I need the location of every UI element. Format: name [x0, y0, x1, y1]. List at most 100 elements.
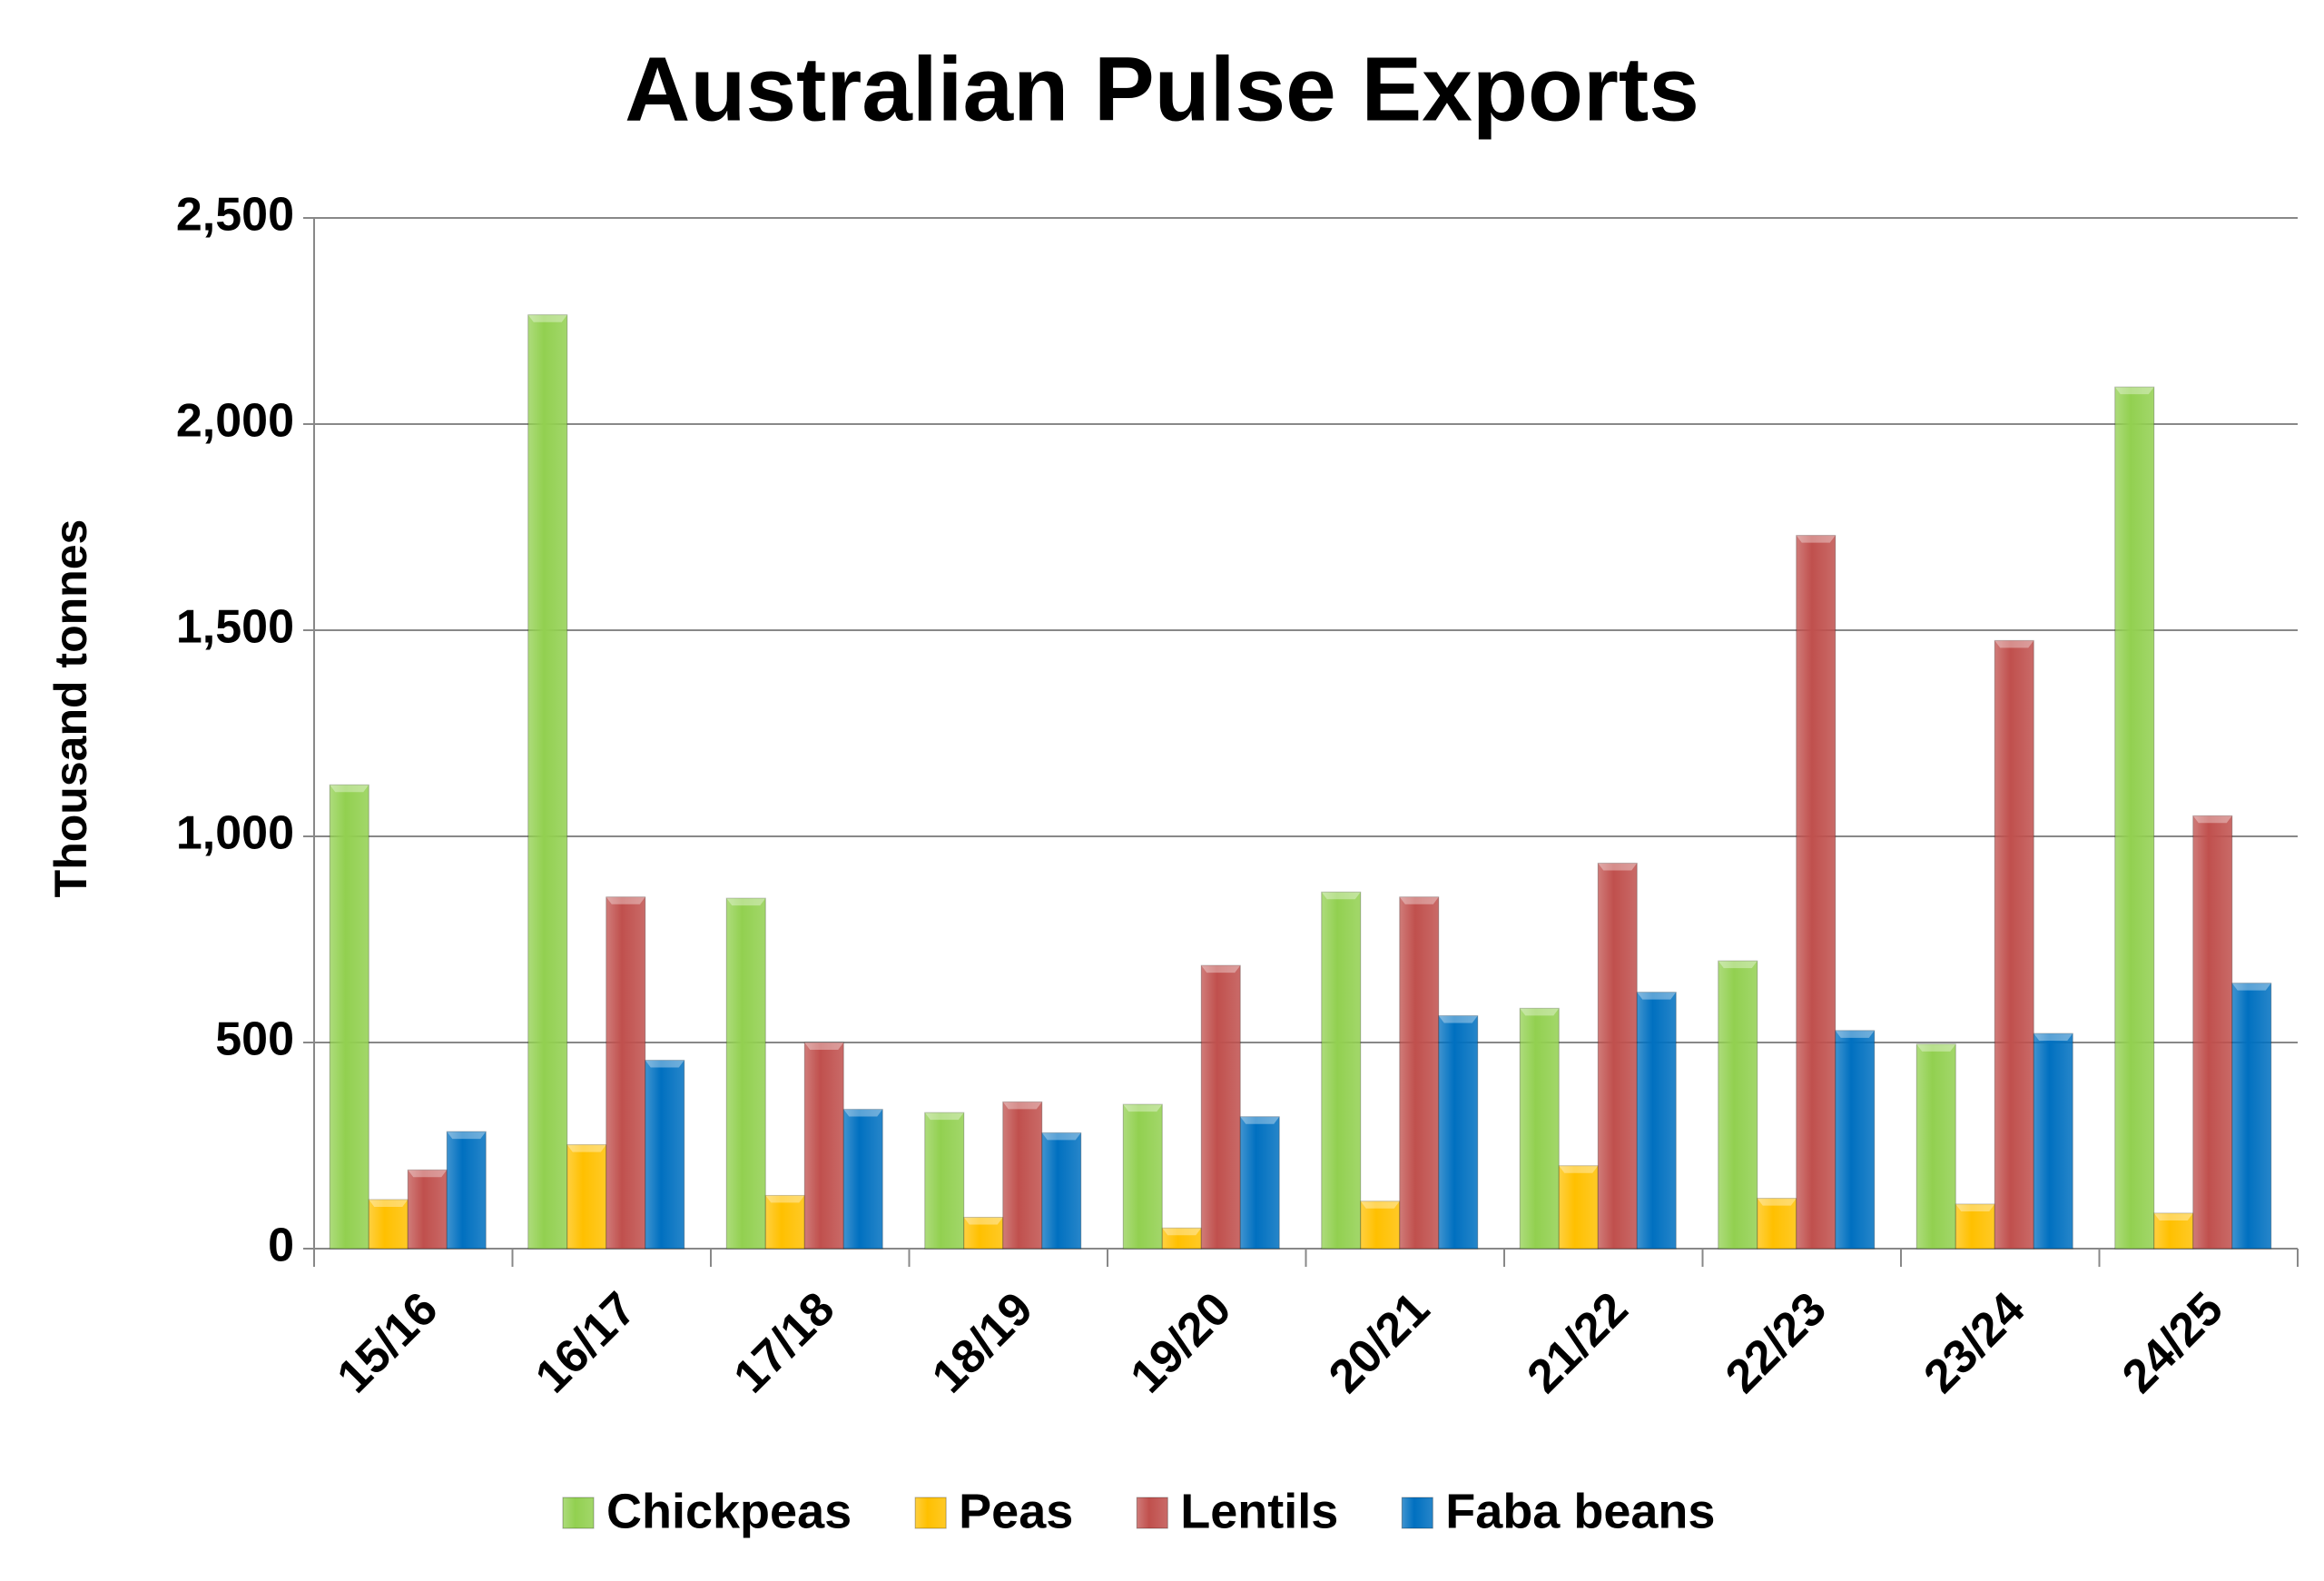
bar-bevel: [804, 1042, 844, 1050]
bar-bevel: [1598, 863, 1638, 871]
bar-bevel: [1757, 1198, 1797, 1206]
bar: [1757, 1198, 1797, 1250]
bar-bevel: [726, 898, 766, 906]
bar-bevel: [527, 314, 567, 322]
bar-bevel: [447, 1131, 487, 1140]
bar: [1636, 992, 1677, 1250]
legend-label: Chickpeas: [606, 1484, 852, 1538]
bar: [1239, 1116, 1280, 1250]
y-axis-label: Thousand tonnes: [45, 519, 96, 898]
bar: [1796, 535, 1837, 1250]
bar: [725, 897, 766, 1250]
bar: [446, 1131, 487, 1250]
bar: [1200, 964, 1241, 1250]
bar: [329, 784, 369, 1250]
bar-bevel: [843, 1109, 883, 1117]
bar-bevel: [330, 785, 369, 793]
x-tick-label: 20/21: [1319, 1282, 1440, 1403]
bar-bevel: [1718, 961, 1758, 969]
bar: [368, 1199, 409, 1250]
y-tick-label: 1,500: [176, 601, 294, 654]
x-tick-label: 15/16: [327, 1282, 448, 1403]
bar-bevel: [1559, 1165, 1599, 1173]
bar-bevel: [1201, 965, 1241, 973]
bar-bevel: [1041, 1132, 1081, 1141]
bar: [1835, 1030, 1876, 1250]
bar-bevel: [1002, 1102, 1042, 1110]
bar: [1994, 639, 2034, 1250]
legend-label: Peas: [959, 1484, 1073, 1538]
bar: [606, 896, 646, 1250]
bar: [1558, 1165, 1599, 1250]
bar-bevel: [1123, 1104, 1163, 1112]
x-tick-label: 21/22: [1517, 1282, 1638, 1403]
bar-bevel: [1916, 1043, 1956, 1052]
bar-bevel: [408, 1170, 448, 1178]
y-tick-label: 2,000: [176, 395, 294, 448]
bar: [2192, 815, 2233, 1250]
bar: [527, 314, 568, 1250]
bar-bevel: [2034, 1033, 2073, 1042]
bar-bevel: [1162, 1228, 1202, 1236]
bar: [1597, 863, 1638, 1250]
legend-marker: [1401, 1497, 1433, 1529]
legend-label: Lentils: [1180, 1484, 1338, 1538]
legend-marker: [1136, 1497, 1168, 1529]
bar: [1321, 891, 1362, 1250]
legend-marker: [914, 1497, 947, 1529]
bar: [1915, 1043, 1956, 1250]
bar: [1122, 1103, 1163, 1250]
bar-bevel: [1994, 640, 2034, 648]
bar-bevel: [1955, 1203, 1995, 1211]
x-tick-label: 24/25: [2112, 1282, 2233, 1403]
y-tick-label: 500: [215, 1013, 294, 1066]
bar-bevel: [2192, 815, 2232, 824]
bar-bevel: [1360, 1201, 1400, 1209]
x-tick-label: 16/17: [526, 1282, 646, 1403]
bar-bevel: [963, 1217, 1003, 1225]
bar: [1041, 1131, 1082, 1250]
bar-bevel: [2153, 1212, 2193, 1220]
bar: [963, 1216, 1004, 1250]
bar: [566, 1144, 607, 1250]
bar: [2153, 1212, 2194, 1250]
bar: [2114, 386, 2155, 1250]
bar-bevel: [1240, 1116, 1280, 1124]
bar: [1718, 960, 1758, 1250]
chart-title: Australian Pulse Exports: [625, 38, 1699, 140]
bar-bevel: [1796, 535, 1836, 543]
bar: [407, 1169, 448, 1250]
y-tick-label: 2,500: [176, 189, 294, 242]
bar: [1519, 1007, 1560, 1250]
bar-bevel: [1835, 1030, 1875, 1038]
bar: [803, 1042, 844, 1250]
bar: [1002, 1101, 1043, 1250]
legend-marker: [562, 1497, 595, 1529]
bar-bevel: [924, 1112, 964, 1121]
bar: [2033, 1033, 2073, 1250]
bar-bevel: [1637, 992, 1677, 1000]
bar-bevel: [1438, 1015, 1478, 1023]
x-tick-label: 18/19: [922, 1282, 1043, 1403]
bar-bevel: [606, 896, 645, 904]
x-tick-label: 23/24: [1914, 1282, 2034, 1403]
bar: [1438, 1014, 1479, 1250]
bar-bevel: [2114, 387, 2154, 395]
bar: [645, 1060, 685, 1250]
legend-label: Faba beans: [1445, 1484, 1715, 1538]
bar-bevel: [566, 1144, 606, 1152]
y-tick-label: 1,000: [176, 807, 294, 860]
bar-bevel: [1321, 892, 1361, 900]
bar: [2231, 983, 2272, 1250]
bar: [1955, 1203, 1995, 1250]
bar-bevel: [2231, 983, 2271, 991]
bar: [924, 1112, 965, 1250]
x-tick-label: 22/23: [1716, 1282, 1837, 1403]
bar-bevel: [1520, 1008, 1560, 1016]
bar: [1399, 896, 1440, 1250]
bar: [842, 1109, 883, 1250]
bar: [764, 1194, 805, 1250]
bar-bevel: [1399, 896, 1439, 904]
bar: [1360, 1201, 1401, 1250]
